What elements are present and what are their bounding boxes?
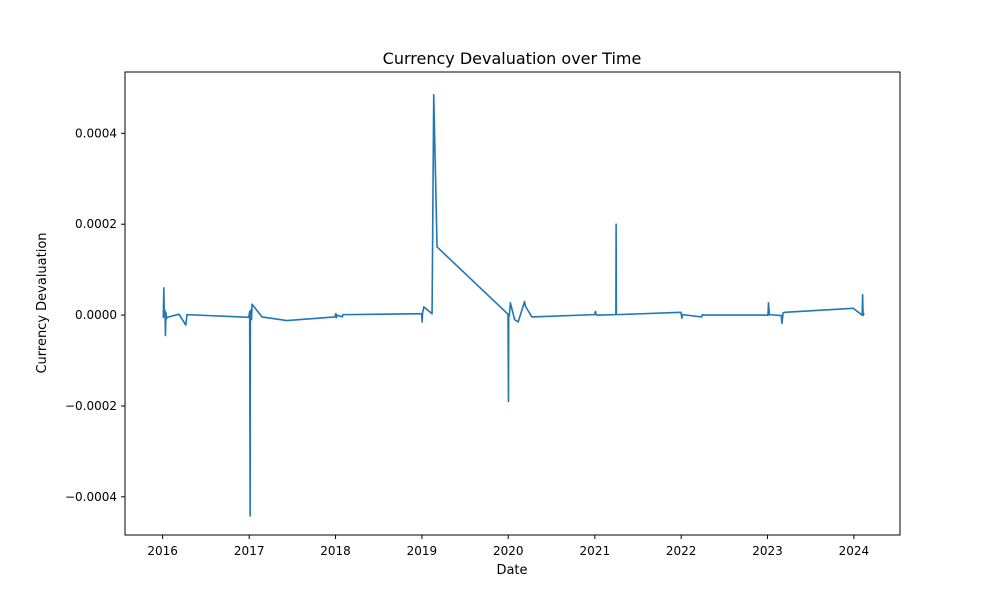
x-tick-label: 2016 xyxy=(147,544,178,558)
x-tick-label: 2017 xyxy=(234,544,265,558)
y-tick-label: 0.0002 xyxy=(75,217,117,231)
x-tick-label: 2024 xyxy=(839,544,870,558)
x-tick-label: 2022 xyxy=(666,544,697,558)
y-axis-label: Currency Devaluation xyxy=(35,232,50,373)
x-tick-label: 2019 xyxy=(407,544,438,558)
y-tick-label: 0.0000 xyxy=(75,308,117,322)
x-axis-label: Date xyxy=(496,563,527,578)
y-tick-label: −0.0002 xyxy=(65,399,117,413)
x-tick-label: 2021 xyxy=(580,544,611,558)
y-axis: −0.0004 −0.0002 0.0000 0.0002 0.0004 xyxy=(65,126,125,504)
x-tick-label: 2018 xyxy=(320,544,351,558)
x-tick-label: 2023 xyxy=(752,544,783,558)
x-tick-label: 2020 xyxy=(493,544,524,558)
plot-frame xyxy=(124,71,901,536)
series-line xyxy=(162,93,865,517)
chart-title: Currency Devaluation over Time xyxy=(383,49,642,68)
x-axis: 2016 2017 2018 2019 2020 2021 2022 2023 2024 xyxy=(147,535,869,558)
y-tick-label: −0.0004 xyxy=(65,490,117,504)
y-tick-label: 0.0004 xyxy=(75,126,117,140)
